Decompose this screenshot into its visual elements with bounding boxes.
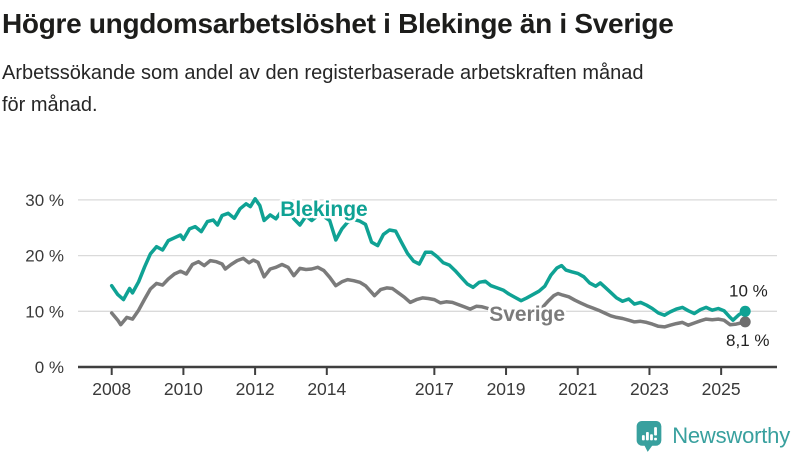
end-value-label-blekinge: 10 % — [729, 281, 768, 300]
y-tick-label: 20 % — [25, 247, 64, 266]
end-value-label-sverige: 8,1 % — [726, 331, 769, 350]
brand-footer: Newsworthy — [634, 419, 790, 453]
end-dot-blekinge — [739, 305, 751, 317]
x-tick-label: 2010 — [164, 379, 203, 399]
x-tick-label: 2008 — [92, 379, 131, 399]
chart-subtitle: Arbetssökande som andel av den registerb… — [2, 62, 644, 116]
series-label-blekinge: Blekinge — [280, 198, 368, 221]
end-dot-sverige — [739, 316, 751, 328]
line-chart-area: 0 % 10 % 20 % 30 % 2008 2010 2012 2014 2017 2019 2… — [0, 158, 800, 428]
x-tick-label: 2019 — [487, 379, 526, 399]
x-tick-label: 2021 — [558, 379, 597, 399]
y-tick-label: 30 % — [25, 191, 64, 210]
x-tick-label: 2023 — [630, 379, 669, 399]
brand-wordmark: Newsworthy — [672, 423, 790, 448]
series-line-sverige — [109, 256, 747, 329]
series-label-sverige: Sverige — [489, 303, 565, 326]
x-tick-label: 2012 — [236, 379, 275, 399]
x-tick-label: 2025 — [702, 379, 741, 399]
unemployment-line-chart: 0 % 10 % 20 % 30 % 2008 2010 2012 2014 2017 2019 2… — [25, 191, 777, 399]
page-title: Högre ungdomsarbetslöshet i Blekinge än … — [2, 8, 674, 39]
x-tick-label: 2014 — [307, 379, 346, 399]
x-tick-label: 2017 — [415, 379, 454, 399]
y-tick-label: 0 % — [35, 358, 64, 377]
y-tick-label: 10 % — [25, 302, 64, 321]
series-line-blekinge — [109, 197, 747, 322]
bar-chart-speech-bubble-icon — [636, 421, 662, 452]
